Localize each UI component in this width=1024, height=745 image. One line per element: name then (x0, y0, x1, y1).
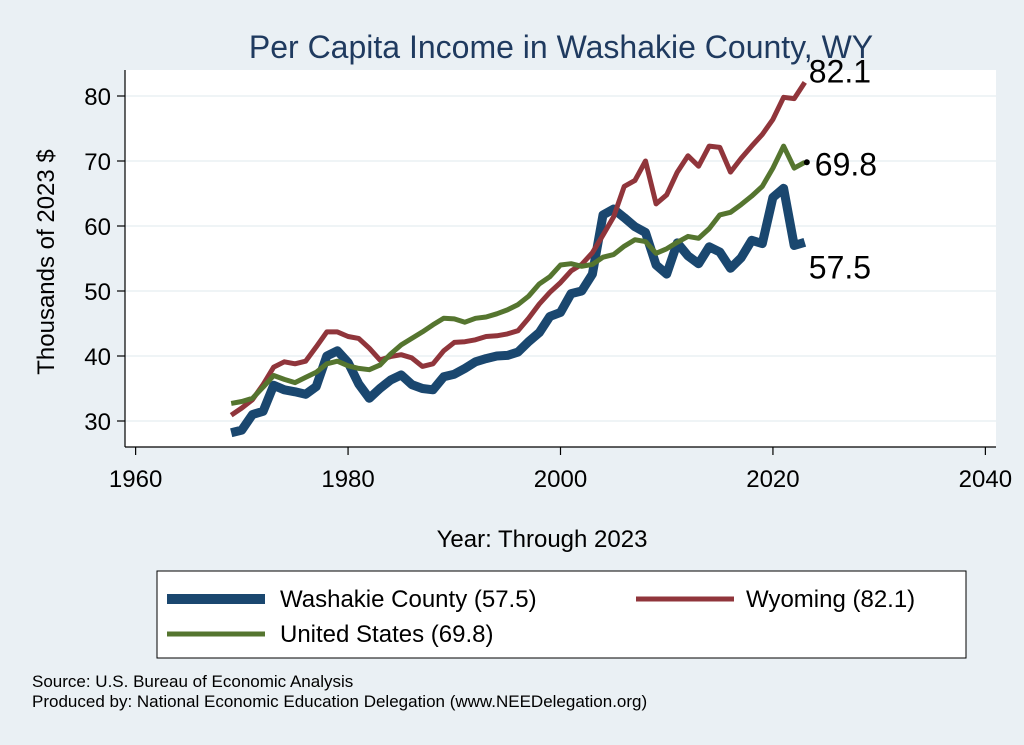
gridlines (125, 95, 996, 422)
legend-label-2: United States (69.8) (280, 621, 493, 648)
x-tick-label: 2040 (959, 466, 1012, 493)
legend: Washakie County (57.5) Wyoming (82.1) Unit… (156, 570, 967, 659)
end-labels: 57.5 82.1 69.8 (803, 53, 877, 285)
x-axis: 1960 1980 2000 2020 2040 (109, 446, 1012, 493)
chart-title: Per Capita Income in Washakie County, WY (249, 29, 873, 65)
series-line-0 (230, 183, 807, 438)
series-line-1 (229, 81, 807, 418)
end-label-2: 69.8 (815, 146, 877, 182)
x-tick-label: 1960 (109, 466, 162, 493)
legend-box (156, 570, 967, 659)
y-tick-label: 80 (84, 84, 111, 111)
y-axis: 30 40 50 60 70 80 (84, 70, 126, 447)
legend-label-0: Washakie County (57.5) (280, 586, 537, 613)
y-axis-label: Thousands of 2023 $ (33, 149, 60, 375)
x-tick-label: 2020 (746, 466, 799, 493)
legend-label-1: Wyoming (82.1) (746, 586, 915, 613)
series-lines (229, 81, 807, 438)
end-label-0: 57.5 (809, 249, 871, 285)
y-tick-label: 60 (84, 214, 111, 241)
source-line: Source: U.S. Bureau of Economic Analysis (32, 672, 354, 691)
y-tick-label: 30 (84, 409, 111, 436)
y-tick-label: 40 (84, 344, 111, 371)
y-tick-label: 70 (84, 149, 111, 176)
x-tick-label: 2000 (534, 466, 587, 493)
series-line-2 (230, 143, 807, 406)
y-tick-label: 50 (84, 279, 111, 306)
producer-line: Produced by: National Economic Education… (32, 692, 648, 711)
x-axis-label: Year: Through 2023 (437, 526, 648, 553)
end-label-1: 82.1 (809, 53, 871, 89)
x-tick-label: 1980 (321, 466, 374, 493)
end-label-marker (803, 159, 810, 166)
